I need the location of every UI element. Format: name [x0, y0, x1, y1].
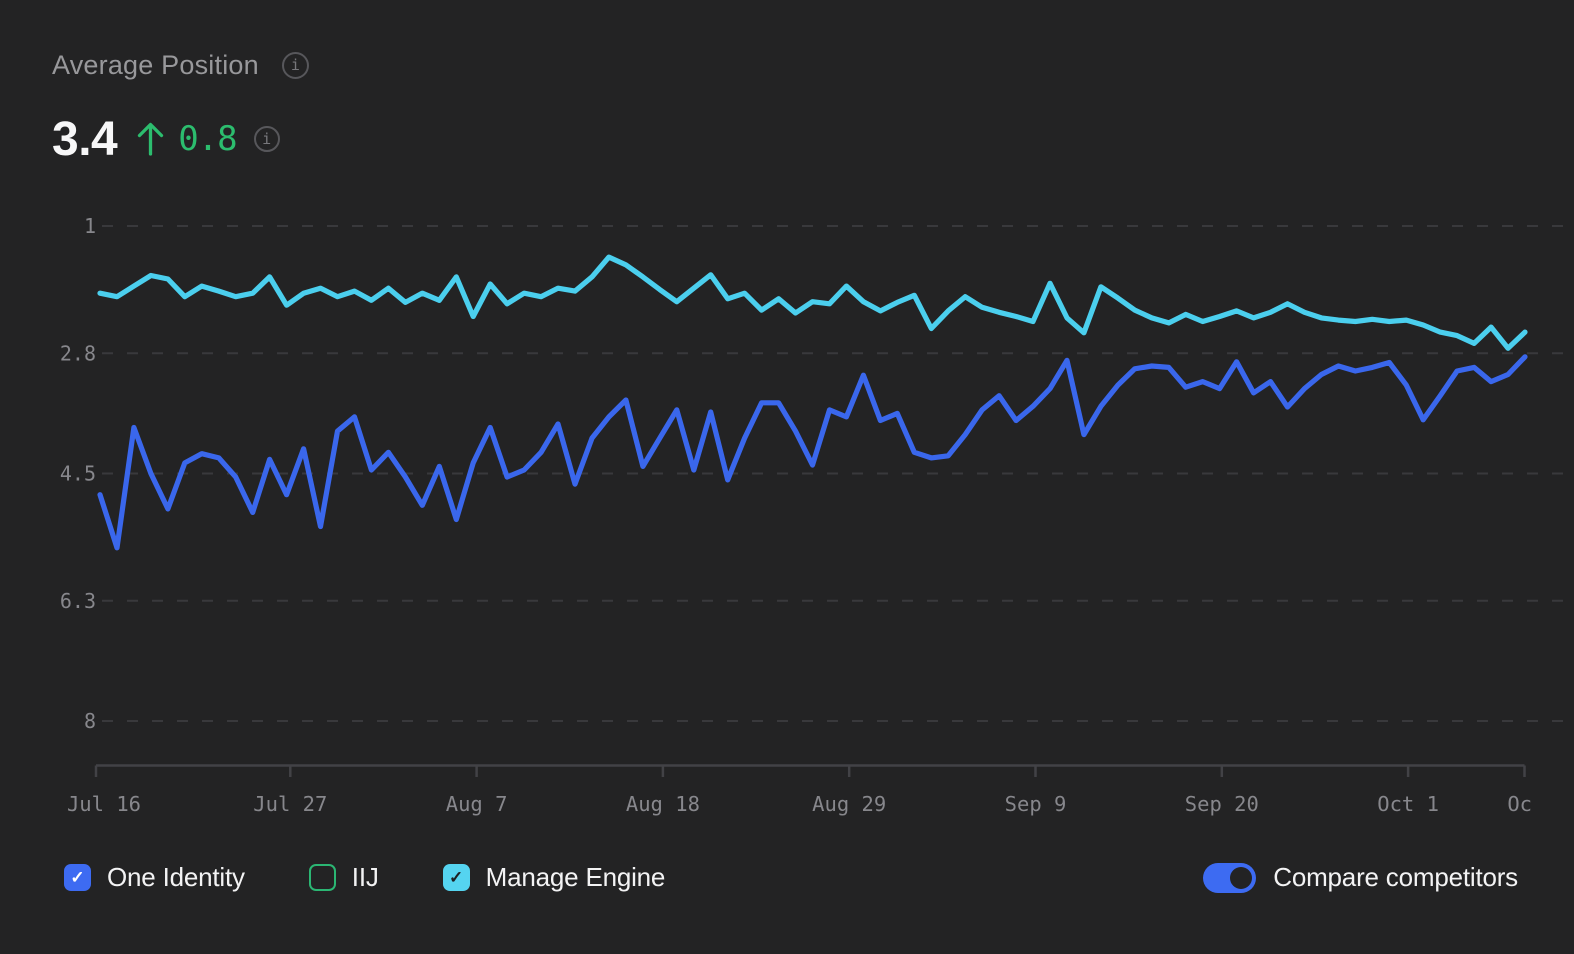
- y-tick-label: 1: [84, 214, 96, 238]
- metric-row: 3.4 0.8 i: [52, 112, 280, 166]
- compare-competitors-row: Compare competitors: [1203, 862, 1518, 893]
- header: Average Position i: [52, 50, 309, 81]
- series-line-manage-engine[interactable]: [97, 254, 1528, 351]
- compare-competitors-toggle[interactable]: [1203, 862, 1257, 893]
- info-glyph: i: [262, 129, 272, 148]
- y-tick-label: 4.5: [60, 462, 96, 486]
- x-tick-label: Sep 9: [1005, 792, 1067, 816]
- legend: ✓ One Identity IIJ ✓ Manage Engine: [64, 862, 665, 893]
- toggle-knob: [1230, 866, 1253, 889]
- info-glyph: i: [290, 56, 300, 74]
- legend-label: One Identity: [107, 862, 245, 892]
- x-tick-label: Aug 18: [626, 792, 700, 816]
- checkbox-one-identity-checked[interactable]: ✓: [64, 864, 91, 891]
- x-tick-label: Jul 27: [253, 792, 327, 816]
- legend-item-manage-engine[interactable]: ✓ Manage Engine: [442, 862, 666, 893]
- y-tick-label: 8: [84, 709, 96, 733]
- x-tick-label: Aug 7: [446, 792, 508, 816]
- x-tick-label: Aug 29: [812, 792, 886, 816]
- legend-item-iij[interactable]: IIJ: [308, 862, 379, 893]
- toggle-label: Compare competitors: [1273, 862, 1518, 892]
- legend-label: IIJ: [351, 862, 379, 892]
- delta-info-icon[interactable]: i: [253, 126, 280, 152]
- legend-item-one-identity[interactable]: ✓ One Identity: [64, 862, 245, 893]
- check-icon: ✓: [70, 868, 85, 887]
- x-tick-label: Jul 16: [67, 792, 141, 816]
- checkbox-iij-unchecked[interactable]: [308, 864, 336, 891]
- x-tick-label: Sep 20: [1185, 792, 1259, 816]
- page-title: Average Position: [52, 50, 259, 80]
- x-tick-label-clipped: Oc: [1507, 792, 1532, 816]
- metric-value: 3.4: [52, 112, 118, 166]
- series-line-one-identity[interactable]: [97, 354, 1528, 551]
- chart[interactable]: 1 2.8 4.5 6.3 8 Jul 16 Jul 27 Aug 7 Aug 18 Aug 29…: [0, 0, 1574, 830]
- y-tick-label: 2.8: [60, 341, 96, 365]
- check-icon: ✓: [449, 868, 464, 887]
- trend-up-icon: [138, 122, 164, 156]
- x-tick-label: Oct 1: [1377, 792, 1439, 816]
- y-tick-label: 6.3: [60, 589, 96, 613]
- legend-label: Manage Engine: [485, 862, 666, 892]
- title-info-icon[interactable]: i: [281, 52, 309, 79]
- metric-delta: 0.8: [178, 119, 237, 159]
- checkbox-manage-engine-checked[interactable]: ✓: [442, 864, 470, 891]
